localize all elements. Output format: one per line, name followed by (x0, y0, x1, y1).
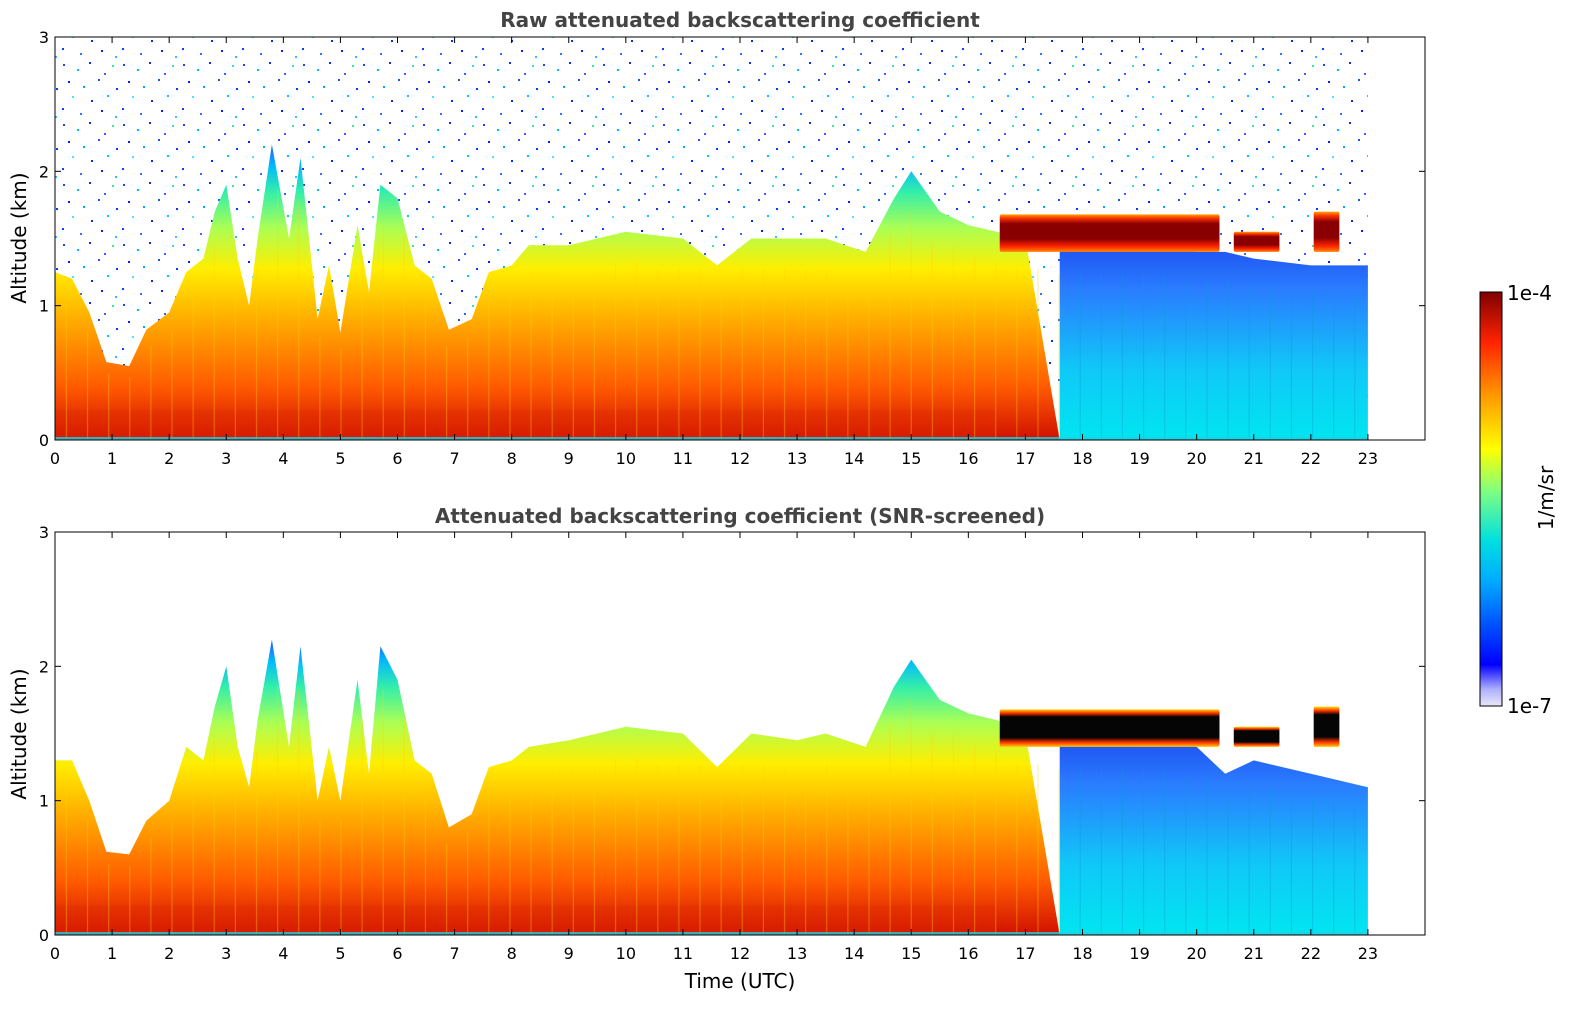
y-tick-label: 1 (39, 297, 49, 316)
panel-title-raw: Raw attenuated backscattering coefficien… (500, 8, 980, 32)
x-tick-label: 13 (787, 449, 807, 468)
x-tick-label: 20 (1186, 449, 1206, 468)
colorbar-gradient (1479, 291, 1503, 707)
ground-line-raw (55, 437, 1368, 440)
x-tick-label: 21 (1244, 449, 1264, 468)
x-tick-label: 6 (392, 944, 402, 963)
x-tick-label: 2 (164, 449, 174, 468)
aerosol-layer-raw (55, 144, 1060, 440)
colorbar-min-label: 1e-7 (1507, 694, 1552, 718)
x-tick-label: 1 (107, 944, 117, 963)
x-tick-label: 16 (958, 944, 978, 963)
cloud-layer-2 (1233, 726, 1280, 747)
x-axis-label: Time (UTC) (684, 969, 796, 993)
x-tick-label: 12 (730, 449, 750, 468)
x-tick-label: 10 (616, 449, 636, 468)
x-tick-label: 17 (1015, 449, 1035, 468)
surface-layer-raw (55, 410, 997, 440)
clean-layer-screened (1059, 733, 1368, 935)
y-tick-label: 0 (39, 431, 49, 450)
colorbar-max-label: 1e-4 (1507, 281, 1552, 305)
y-tick-label: 3 (39, 523, 49, 542)
cloud-layer-1 (999, 709, 1220, 747)
x-tick-label: 19 (1129, 449, 1149, 468)
cloud-layer-3 (1313, 706, 1340, 747)
x-tick-label: 18 (1072, 944, 1092, 963)
x-tick-label: 9 (564, 449, 574, 468)
x-tick-label: 22 (1301, 944, 1321, 963)
y-tick-label: 3 (39, 28, 49, 47)
y-tick-label: 2 (39, 657, 49, 676)
x-tick-label: 20 (1186, 944, 1206, 963)
x-tick-label: 14 (844, 449, 864, 468)
x-tick-label: 17 (1015, 944, 1035, 963)
colorbar-unit-label: 1/m/sr (1534, 465, 1558, 530)
x-tick-label: 9 (564, 944, 574, 963)
y-axis-label-screened: Altitude (km) (7, 668, 31, 799)
cloud-layer-1 (999, 214, 1220, 252)
plot-area-screened (55, 532, 1425, 935)
panel-title-screened: Attenuated backscattering coefficient (S… (435, 504, 1045, 528)
y-axis-raw: 0 1 2 3 (39, 28, 1425, 450)
y-tick-label: 1 (39, 792, 49, 811)
x-tick-label: 7 (449, 449, 459, 468)
x-tick-label: 5 (335, 449, 345, 468)
plot-area-raw (55, 37, 1368, 440)
surface-layer-screened (55, 905, 997, 935)
y-tick-label: 2 (39, 162, 49, 181)
x-axis-raw: 0 1 2 3 4 5 6 7 8 9 10 11 12 13 14 15 16 17 18 19 20 21 22 23 (50, 37, 1378, 468)
x-tick-label: 0 (50, 449, 60, 468)
x-tick-label: 3 (221, 944, 231, 963)
ground-line-screened (55, 932, 1368, 935)
x-tick-label: 23 (1358, 449, 1378, 468)
heatmap-screened (55, 639, 1368, 935)
panel-screened: Attenuated backscattering coefficient (S… (7, 504, 1426, 993)
x-tick-label: 15 (901, 944, 921, 963)
x-tick-label: 21 (1244, 944, 1264, 963)
heatmap-raw (55, 144, 1368, 440)
x-tick-label: 0 (50, 944, 60, 963)
x-tick-label: 8 (507, 944, 517, 963)
x-tick-label: 22 (1301, 449, 1321, 468)
x-tick-label: 6 (392, 449, 402, 468)
x-tick-label: 8 (507, 449, 517, 468)
aerosol-layer-screened (55, 639, 1060, 935)
x-tick-label: 4 (278, 449, 288, 468)
x-tick-label: 15 (901, 449, 921, 468)
x-tick-label: 11 (673, 449, 693, 468)
x-tick-label: 1 (107, 449, 117, 468)
x-tick-label: 13 (787, 944, 807, 963)
x-tick-label: 5 (335, 944, 345, 963)
x-tick-label: 2 (164, 944, 174, 963)
cloud-layer-3 (1313, 211, 1340, 252)
cloud-layer-2 (1233, 231, 1280, 252)
y-tick-label: 0 (39, 926, 49, 945)
x-tick-label: 4 (278, 944, 288, 963)
x-tick-label: 18 (1072, 449, 1092, 468)
clean-layer-raw (1059, 238, 1368, 440)
panel-raw: Raw attenuated backscattering coefficien… (7, 8, 1426, 468)
x-tick-label: 16 (958, 449, 978, 468)
x-tick-label: 19 (1129, 944, 1149, 963)
x-tick-label: 10 (616, 944, 636, 963)
y-axis-screened: 0 1 2 3 (39, 523, 1425, 945)
colorbar: 1e-4 1e-7 1/m/sr (1479, 281, 1558, 718)
x-tick-label: 12 (730, 944, 750, 963)
x-tick-label: 23 (1358, 944, 1378, 963)
x-tick-label: 7 (449, 944, 459, 963)
y-axis-label-raw: Altitude (km) (7, 172, 31, 303)
x-tick-label: 11 (673, 944, 693, 963)
x-axis-screened: 0 1 2 3 4 5 6 7 8 9 10 11 12 13 14 15 16 17 18 19 20 21 22 23 (50, 532, 1378, 963)
x-tick-label: 3 (221, 449, 231, 468)
x-tick-label: 14 (844, 944, 864, 963)
